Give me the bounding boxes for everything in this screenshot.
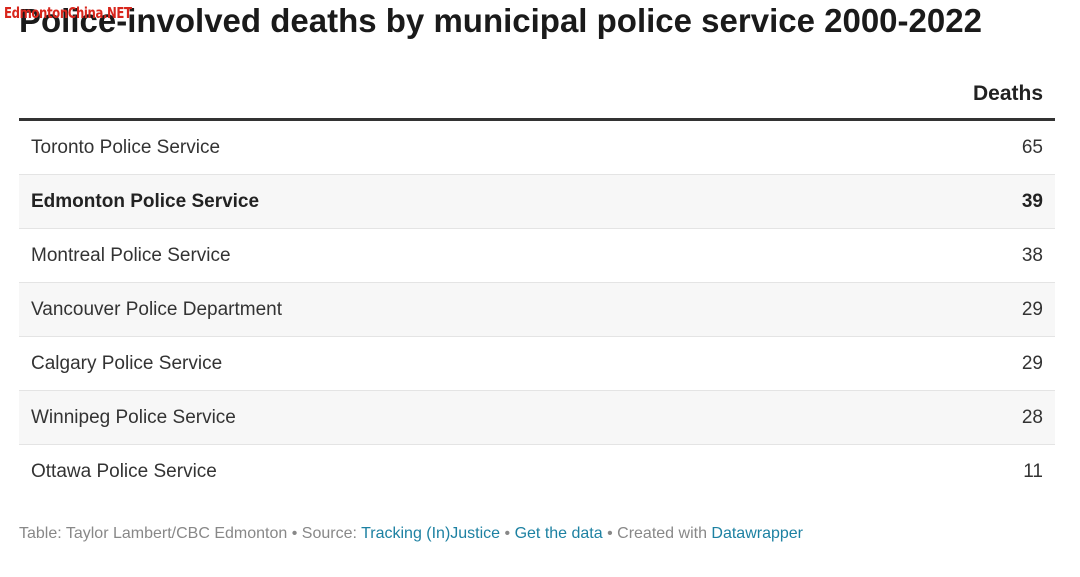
row-deaths-value: 29 [1021, 298, 1043, 320]
footer-separator: • [602, 525, 618, 542]
footer-source-prefix: Source: [301, 525, 362, 542]
table-row: Calgary Police Service 29 [19, 337, 1055, 391]
datawrapper-link[interactable]: Datawrapper [711, 525, 804, 542]
row-police-service-name: Edmonton Police Service [31, 190, 260, 212]
row-police-service-name: Toronto Police Service [31, 136, 221, 158]
row-deaths-value: 38 [1021, 244, 1043, 266]
row-police-service-name: Montreal Police Service [31, 244, 231, 266]
row-police-service-name: Winnipeg Police Service [31, 406, 236, 428]
table-row: Toronto Police Service 65 [19, 121, 1055, 175]
row-deaths-value: 29 [1021, 352, 1043, 374]
table-row: Winnipeg Police Service 28 [19, 391, 1055, 445]
table-body: Toronto Police Service 65 Edmonton Police … [19, 121, 1055, 498]
row-deaths-value: 65 [1021, 136, 1043, 158]
footer: Table: Taylor Lambert/CBC Edmonton • Sou… [19, 525, 803, 543]
table-row: Vancouver Police Department 29 [19, 283, 1055, 337]
table-row: Montreal Police Service 38 [19, 229, 1055, 283]
source-link[interactable]: Tracking (In)Justice [361, 525, 501, 542]
get-data-link[interactable]: Get the data [514, 525, 603, 542]
data-table: Deaths Toronto Police Service 65 Edmonton … [19, 70, 1055, 498]
chart-title: Police-involved deaths by municipal poli… [19, 2, 982, 39]
table-header: Deaths [19, 70, 1055, 121]
footer-separator: • [287, 525, 302, 542]
row-deaths-value: 28 [1021, 406, 1043, 428]
row-police-service-name: Calgary Police Service [31, 352, 223, 374]
footer-credit: Table: Taylor Lambert/CBC Edmonton [19, 525, 288, 542]
column-header-deaths: Deaths [972, 82, 1043, 105]
row-police-service-name: Vancouver Police Department [31, 298, 282, 320]
watermark-logo: EdmontonChina.NET [4, 4, 132, 22]
table-row: Edmonton Police Service 39 [19, 175, 1055, 229]
row-deaths-value: 39 [1021, 190, 1043, 212]
footer-created-prefix: Created with [617, 525, 712, 542]
footer-separator: • [500, 525, 515, 542]
table-row: Ottawa Police Service 11 [19, 445, 1055, 498]
row-deaths-value: 11 [1023, 460, 1043, 482]
row-police-service-name: Ottawa Police Service [31, 460, 217, 482]
